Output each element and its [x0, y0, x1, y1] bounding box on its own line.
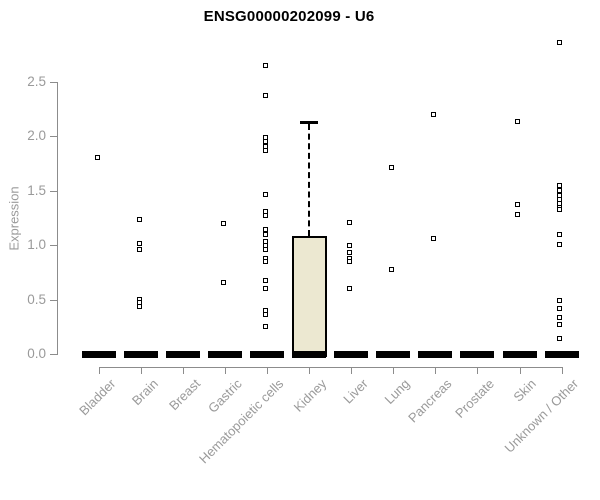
y-axis-label: Expression [6, 186, 22, 251]
data-point [557, 322, 563, 328]
data-point [388, 266, 394, 272]
data-point [220, 279, 226, 285]
x-category-label: Kidney [290, 376, 329, 415]
data-point [430, 112, 436, 118]
zero-median-bar [250, 350, 285, 358]
x-tick-mark [309, 367, 311, 374]
y-tick-label: 2.0 [27, 128, 46, 144]
x-tick-mark [351, 367, 353, 374]
data-point [515, 212, 520, 218]
x-category-label: Lung [381, 376, 413, 408]
zero-median-bar [166, 350, 201, 358]
x-tick-mark [519, 367, 521, 374]
data-point [515, 202, 520, 208]
y-tick-label: 2.5 [27, 74, 46, 89]
box [291, 236, 327, 357]
data-point [262, 231, 268, 237]
zero-median-bar [334, 350, 369, 358]
data-point [557, 40, 563, 46]
x-tick-mark [141, 367, 143, 374]
y-tick-label: 0.0 [27, 346, 46, 361]
x-tick-mark [477, 367, 479, 374]
data-point [557, 182, 563, 188]
data-point [262, 92, 268, 98]
x-category-label: Liver [340, 376, 371, 407]
data-point [136, 247, 142, 253]
x-tick-mark [561, 367, 563, 374]
x-tick-mark [393, 367, 395, 374]
y-tick-mark [50, 354, 57, 355]
zero-median-bar [502, 350, 537, 358]
zero-median-bar [208, 350, 243, 358]
data-point [262, 324, 268, 330]
x-category-label: Pancreas [405, 376, 456, 426]
data-point [94, 154, 100, 160]
upper-whisker [307, 124, 310, 237]
data-point [262, 312, 268, 318]
zero-median-bar [376, 350, 411, 358]
x-tick-mark [435, 367, 437, 374]
zero-median-bar [292, 350, 327, 358]
data-point [557, 314, 563, 320]
x-tick-mark [267, 367, 269, 374]
data-point [557, 206, 563, 212]
data-point [262, 63, 268, 69]
data-point [262, 213, 268, 219]
y-tick-label: 1.0 [27, 237, 46, 253]
x-category-label: Brain [128, 376, 161, 409]
x-category-label: Prostate [452, 376, 498, 421]
data-point [557, 231, 563, 237]
x-category-label: Skin [510, 376, 540, 405]
data-point [262, 286, 268, 292]
y-tick-mark [50, 136, 57, 138]
data-point [262, 191, 268, 197]
data-point [262, 277, 268, 283]
data-point [136, 216, 142, 222]
data-point [136, 240, 142, 246]
x-tick-mark [225, 367, 227, 374]
chart-title: ENSG00000202099 - U6 [203, 8, 375, 25]
y-tick-mark [50, 190, 57, 192]
x-category-label: Breast [165, 376, 203, 414]
x-category-label: Bladder [76, 376, 119, 419]
y-axis-line [57, 82, 58, 355]
data-point [262, 247, 268, 253]
zero-median-bar [544, 350, 579, 358]
data-point [136, 303, 142, 309]
y-tick-mark [50, 299, 57, 301]
zero-median-bar [460, 350, 495, 358]
data-point [346, 242, 352, 248]
data-point [346, 250, 352, 256]
data-point [346, 259, 352, 265]
data-point [262, 148, 268, 154]
data-point [388, 165, 394, 171]
data-point [262, 259, 268, 265]
zero-median-bar [124, 350, 159, 358]
zero-median-bar [82, 350, 116, 358]
data-point [557, 305, 563, 311]
whisker-cap [300, 121, 319, 125]
zero-median-bar [418, 350, 453, 358]
x-axis-line [99, 367, 562, 368]
data-point [346, 286, 352, 292]
data-point [557, 298, 563, 304]
x-category-label: Unknown / Other [501, 376, 582, 456]
y-tick-label: 0.5 [27, 291, 46, 307]
y-tick-mark [50, 82, 57, 83]
data-point [557, 336, 563, 342]
y-tick-label: 1.5 [27, 182, 46, 198]
data-point [557, 241, 563, 247]
data-point [430, 236, 436, 242]
x-tick-mark [99, 367, 100, 374]
y-tick-mark [50, 245, 57, 247]
data-point [346, 219, 352, 225]
x-tick-mark [183, 367, 185, 374]
data-point [220, 220, 226, 226]
data-point [515, 118, 520, 124]
x-category-label: Gastric [205, 376, 245, 416]
